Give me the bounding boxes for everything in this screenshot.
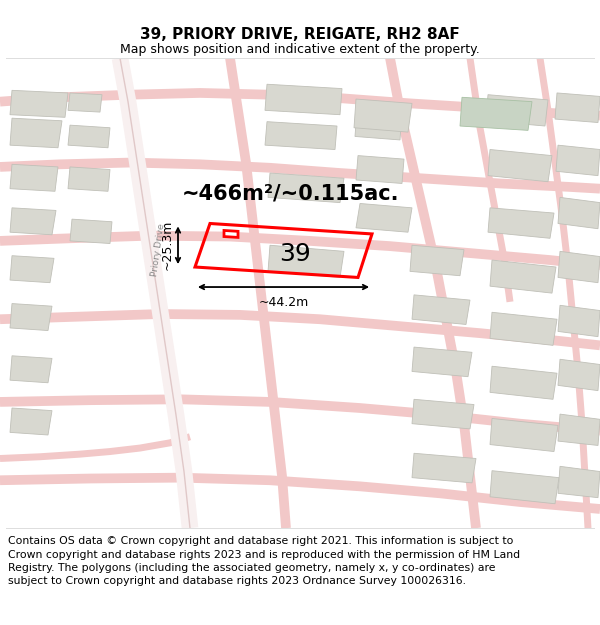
Polygon shape	[558, 359, 600, 391]
Polygon shape	[356, 204, 412, 232]
Polygon shape	[490, 366, 557, 399]
Polygon shape	[460, 98, 532, 131]
Polygon shape	[488, 208, 554, 238]
Polygon shape	[486, 94, 548, 126]
Polygon shape	[412, 453, 476, 483]
Polygon shape	[10, 164, 58, 191]
Polygon shape	[268, 173, 344, 203]
Polygon shape	[490, 312, 557, 346]
Polygon shape	[488, 149, 552, 182]
Polygon shape	[555, 93, 600, 122]
Polygon shape	[68, 93, 102, 112]
Text: ~466m²/~0.115ac.: ~466m²/~0.115ac.	[181, 183, 399, 203]
Polygon shape	[490, 260, 556, 293]
Polygon shape	[10, 118, 62, 148]
Polygon shape	[354, 99, 412, 132]
Polygon shape	[10, 408, 52, 435]
Polygon shape	[265, 84, 342, 115]
Text: Contains OS data © Crown copyright and database right 2021. This information is : Contains OS data © Crown copyright and d…	[8, 536, 520, 586]
Polygon shape	[10, 356, 52, 382]
Polygon shape	[68, 167, 110, 191]
Text: 39, PRIORY DRIVE, REIGATE, RH2 8AF: 39, PRIORY DRIVE, REIGATE, RH2 8AF	[140, 26, 460, 41]
Polygon shape	[10, 208, 56, 235]
Polygon shape	[556, 145, 600, 176]
Polygon shape	[268, 245, 344, 278]
Text: ~44.2m: ~44.2m	[259, 296, 308, 309]
Polygon shape	[412, 295, 470, 324]
Polygon shape	[10, 256, 54, 282]
Polygon shape	[68, 125, 110, 148]
Polygon shape	[265, 122, 337, 149]
Text: 39: 39	[279, 242, 311, 266]
Polygon shape	[558, 198, 600, 229]
Text: ~25.3m: ~25.3m	[161, 220, 174, 271]
Polygon shape	[490, 471, 559, 504]
Polygon shape	[356, 156, 404, 184]
Polygon shape	[410, 245, 464, 276]
Polygon shape	[70, 219, 112, 244]
Polygon shape	[224, 231, 238, 238]
Polygon shape	[10, 304, 52, 331]
Polygon shape	[490, 419, 558, 451]
Polygon shape	[412, 399, 474, 429]
Polygon shape	[10, 91, 68, 118]
Polygon shape	[412, 347, 472, 377]
Polygon shape	[558, 305, 600, 337]
Text: Map shows position and indicative extent of the property.: Map shows position and indicative extent…	[120, 44, 480, 56]
Polygon shape	[355, 109, 402, 140]
Text: Priory Drive: Priory Drive	[150, 222, 166, 277]
Polygon shape	[558, 466, 600, 498]
Polygon shape	[558, 251, 600, 282]
Polygon shape	[558, 414, 600, 446]
